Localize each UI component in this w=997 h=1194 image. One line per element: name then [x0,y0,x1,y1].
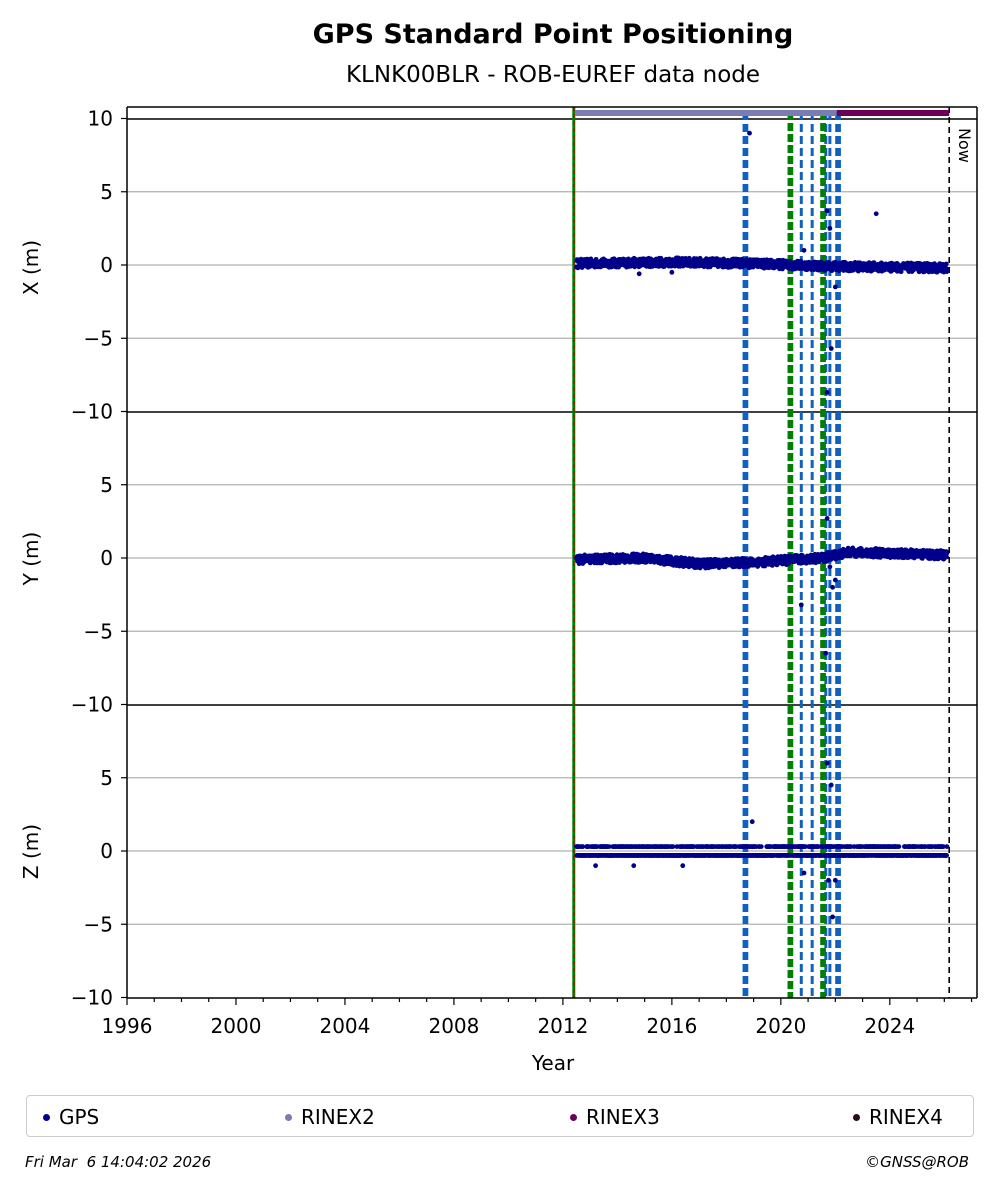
gps-outlier [631,863,637,869]
plot-area: 10 5 0 −5 −10 X (m) 5 0 −5 −10 Y (m) 5 0 −5 −10 Z (m) No… [19,106,978,1038]
gps-outlier [832,877,838,883]
gps-outlier [832,284,838,290]
chart-title: GPS Standard Point Positioning [313,19,794,50]
legend: GPS RINEX2 RINEX3 RINEX4 [26,1095,974,1137]
gps-outlier [824,208,830,214]
y-axis-label: X (m) [19,240,43,295]
y-tick-label: −10 [71,400,113,424]
gps-point [878,554,883,560]
gps-outlier [749,819,755,825]
gps-point [606,844,612,850]
gps-point [940,844,946,850]
x-tick-label: 2024 [864,1014,915,1038]
chart: GPS Standard Point Positioning KLNK00BLR… [19,19,978,1075]
gps-point [758,844,764,850]
chart-subtitle: KLNK00BLR - ROB-EUREF data node [346,62,760,88]
x-tick-label: 2004 [319,1014,370,1038]
x-tick-label: 2016 [646,1014,697,1038]
x-tick-label: 1996 [102,1014,153,1038]
legend-label-rinex3: RINEX3 [586,1105,660,1129]
gps-point [580,844,586,850]
gps-point [944,852,949,858]
gps-outlier [669,269,675,275]
legend-item-rinex2: RINEX2 [285,1096,375,1138]
gps-outlier [823,650,829,656]
gps-outlier [827,225,833,231]
now-label: Now [955,128,974,163]
gps-outlier [824,760,830,766]
y-tick-label: −10 [71,986,113,1010]
gps-outlier [827,564,833,570]
x-axis-label: Year [531,1051,575,1075]
legend-label-gps: GPS [59,1105,100,1129]
y-tick-label: −10 [71,693,113,717]
y-tick-label: 0 [100,546,113,570]
x-tick-label: 2012 [537,1014,588,1038]
y-tick-label: 5 [100,180,113,204]
legend-marker-rinex2 [285,1113,292,1121]
gps-point [944,554,949,560]
y-tick-label: −5 [84,619,113,643]
y-tick-label: −5 [84,912,113,936]
gps-outlier [593,863,598,869]
gps-outlier [801,870,807,876]
gps-point [896,844,902,850]
legend-item-gps: GPS [43,1096,99,1138]
gps-point [944,550,950,556]
legend-marker-rinex4 [853,1113,860,1121]
y-axis-label: Z (m) [19,824,43,879]
legend-marker-gps [43,1113,50,1121]
x-tick-label: 2000 [211,1014,262,1038]
gps-point [944,269,950,275]
y-tick-label: −5 [84,326,113,350]
gps-point [944,844,950,850]
gps-point [670,844,676,850]
legend-item-rinex4: RINEX4 [853,1096,943,1138]
y-tick-label: 5 [100,766,113,790]
gps-outlier [873,211,879,217]
footer-copyright: ©GNSS@ROB [865,1153,969,1171]
x-tick-label: 2020 [755,1014,806,1038]
gps-outlier [832,577,838,583]
gps-outlier [828,782,834,788]
gps-outlier [828,346,834,351]
gps-outlier [798,602,804,608]
gps-outlier [824,516,830,521]
y-tick-label: 0 [100,253,113,277]
legend-label-rinex4: RINEX4 [869,1105,943,1129]
y-axis-label: Y (m) [19,532,43,587]
footer-timestamp: Fri Mar 6 14:04:02 2026 [25,1153,212,1171]
gps-outlier [830,584,836,590]
gps-outlier [830,914,836,920]
gps-outlier [747,130,752,136]
legend-item-rinex3: RINEX3 [570,1096,660,1138]
gps-outlier [801,247,807,253]
legend-marker-rinex3 [570,1113,577,1121]
gps-outlier [824,390,830,395]
legend-label-rinex2: RINEX2 [301,1105,375,1129]
y-tick-label: 5 [100,473,113,497]
x-tick-label: 2008 [428,1014,479,1038]
gps-outlier [680,863,686,869]
gps-outlier [636,271,642,277]
gps-point [943,261,949,267]
y-tick-label: 10 [88,107,113,131]
y-tick-label: 0 [100,839,113,863]
gps-outlier [826,877,831,883]
